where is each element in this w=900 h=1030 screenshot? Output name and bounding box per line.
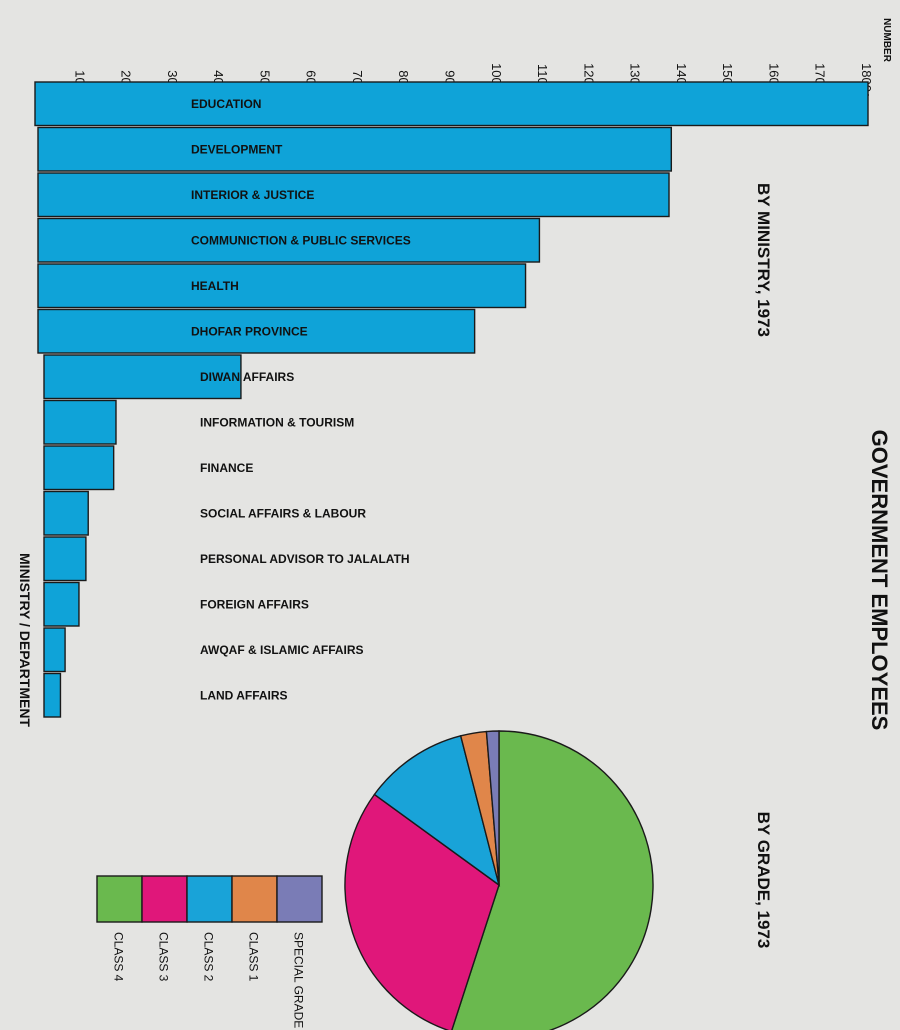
bar-category-label: INFORMATION & TOURISM [200,415,354,429]
y-axis-title-group: MINISTRY / DEPARTMENT [17,553,33,727]
bar [43,445,115,491]
bar [43,672,62,718]
bar-category-label: PERSONAL ADVISOR TO JALALATH [200,552,410,566]
legend-label: CLASS 1 [247,932,261,982]
bar-category-label: DEVELOPMENT [191,142,283,156]
legend-label: CLASS 3 [157,932,171,982]
bar [43,536,87,582]
bar-category-label: SOCIAL AFFAIRS & LABOUR [200,506,366,520]
legend-swatch [186,875,233,923]
bar-category-label: EDUCATION [191,97,261,111]
bar [37,172,670,218]
legend-swatch [276,875,323,923]
bar [37,308,476,354]
bar-category-label: FINANCE [200,461,253,475]
x-axis-title: NUMBER [881,18,892,63]
bar [43,490,89,536]
bar [34,81,869,127]
bar [37,217,541,263]
bar [43,399,117,445]
bar-category-label: HEALTH [191,279,239,293]
bar-category-label: FOREIGN AFFAIRS [200,597,309,611]
pie-legend: CLASS 4 CLASS 3 CLASS 2 CLASS 1 SPECIAL GRAD… [96,875,323,1028]
bar-category-label: DHOFAR PROVINCE [191,324,308,338]
legend-swatch [231,875,278,923]
bar-category-label: COMMUNICTION & PUBLIC SERVICES [191,233,411,247]
bar [43,581,80,627]
bar-labels: EDUCATION DEVELOPMENT INTERIOR & JUSTICE CO… [191,97,411,703]
legend-label: CLASS 4 [112,932,126,982]
bar [43,354,242,400]
bar [37,263,527,309]
y-axis-title: MINISTRY / DEPARTMENT [17,553,33,727]
legend-label: SPECIAL GRADE [292,932,306,1028]
bars [34,81,869,718]
pie-slice [373,734,501,887]
pie-chart-title-group: BY GRADE, 1973 [754,812,773,949]
bar-chart-title: BY MINISTRY, 1973 [754,183,773,337]
title-group: GOVERNMENT EMPLOYEES [867,430,892,731]
x-axis-title-group: NUMBER [881,18,892,63]
legend-label: CLASS 2 [202,932,216,982]
pie-chart-title: BY GRADE, 1973 [754,812,773,949]
pie-slice [451,730,654,1030]
bar-category-label: AWQAF & ISLAMIC AFFAIRS [200,643,364,657]
bar-category-label: DIWAN AFFAIRS [200,370,294,384]
page-title: GOVERNMENT EMPLOYEES [867,430,892,731]
legend-swatch [141,875,188,923]
legend-swatch [96,875,143,923]
pie-chart [344,730,654,1030]
bar-category-label: LAND AFFAIRS [200,688,288,702]
bar-chart-title-group: BY MINISTRY, 1973 [754,183,773,337]
bar [37,126,673,172]
pie-slice [485,730,500,886]
bar [43,627,66,673]
bar-category-label: INTERIOR & JUSTICE [191,188,314,202]
pie-slice [344,793,500,1030]
